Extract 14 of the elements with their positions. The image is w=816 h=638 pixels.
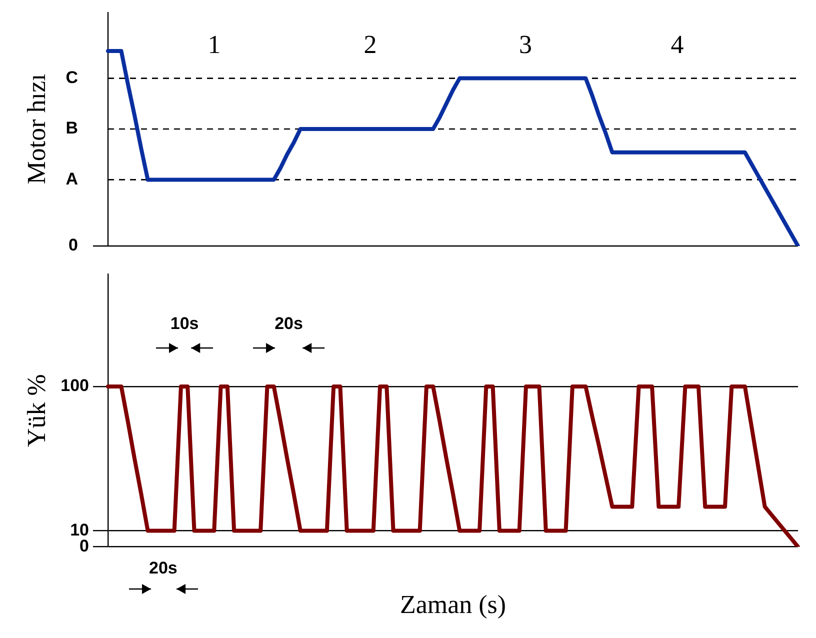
annotation: 20s [274,314,303,334]
annotation: 3 [518,30,532,59]
y-axis-title: Motor hızı [22,74,51,184]
y-tick-label: 100 [60,376,89,396]
annotation: 4 [670,30,684,59]
annotation: 1 [208,30,221,59]
text: 20s [149,558,178,578]
x-axis-title: Zaman (s) [400,590,506,620]
annotation: 10s [170,314,199,334]
ref-line-label: A [66,169,78,188]
ref-line-label: C [66,68,78,87]
ref-line-label: B [66,118,78,138]
annotation: 2 [364,30,377,59]
y-axis-title: Yük % [22,374,51,447]
